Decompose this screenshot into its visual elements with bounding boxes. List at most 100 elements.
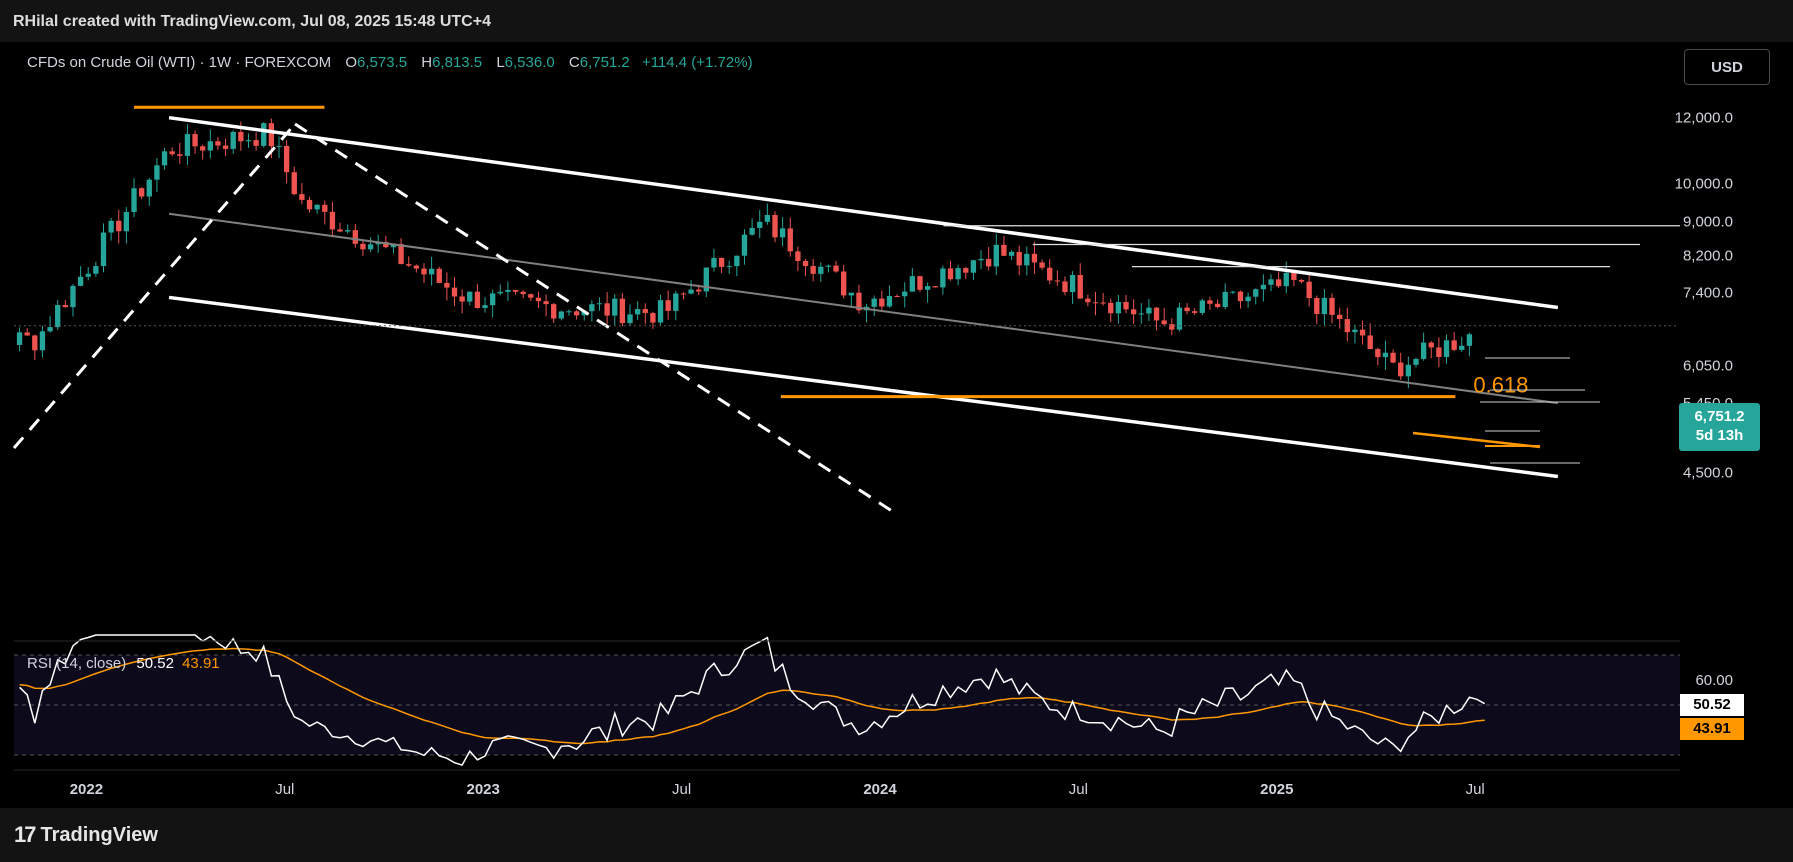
candle-body xyxy=(734,255,740,267)
candle-body xyxy=(253,140,259,146)
candle-body xyxy=(322,204,328,212)
open-label: O xyxy=(345,54,358,71)
high-value: 6,813.5 xyxy=(432,54,483,71)
close-label: C xyxy=(568,54,580,71)
candle-body xyxy=(47,327,53,332)
rsi-legend-ma-value: 43.91 xyxy=(182,655,220,672)
candle-body xyxy=(1115,301,1122,314)
candle-body xyxy=(665,300,671,311)
channel-upper-line xyxy=(168,115,1559,310)
candle-body xyxy=(1138,313,1144,315)
candle-body xyxy=(299,194,305,200)
candle-body xyxy=(718,257,725,267)
y-axis-tick-label: 9,000.0 xyxy=(1683,214,1733,231)
candle-body xyxy=(902,291,908,297)
candle-body xyxy=(1001,244,1007,256)
tradingview-logo-icon: 17 xyxy=(14,822,37,847)
candle-body xyxy=(421,268,427,275)
candles-group xyxy=(16,118,1473,389)
candle-body xyxy=(329,211,336,230)
tradingview-brand[interactable]: 17 TradingView xyxy=(14,822,158,848)
candle-body xyxy=(810,266,816,274)
candle-body xyxy=(818,266,824,274)
candle-body xyxy=(70,285,76,308)
candle-body xyxy=(222,145,229,149)
candle-body xyxy=(1459,345,1465,350)
candle-body xyxy=(573,311,580,316)
candle-body xyxy=(657,300,664,323)
candle-body xyxy=(108,220,114,233)
candle-body xyxy=(100,232,107,267)
candle-body xyxy=(612,298,618,316)
candle-body xyxy=(1436,347,1442,357)
candle-body xyxy=(642,309,648,314)
candle-body xyxy=(1024,253,1030,266)
candle-body xyxy=(62,305,69,308)
currency-button[interactable]: USD xyxy=(1684,49,1770,85)
candle-body xyxy=(215,141,221,146)
candle-body xyxy=(32,335,38,351)
candle-body xyxy=(398,243,404,265)
candle-body xyxy=(673,293,679,311)
x-axis-tick-label: 2023 xyxy=(467,781,500,798)
candle-body xyxy=(749,227,755,235)
candle-body xyxy=(757,221,763,228)
candle-body xyxy=(1260,284,1267,290)
candle-body xyxy=(1161,320,1167,325)
candle-body xyxy=(192,134,198,147)
channel-middle-line xyxy=(168,212,1559,405)
candle-body xyxy=(1390,352,1396,363)
candle-body xyxy=(55,305,61,328)
candle-body xyxy=(1359,329,1366,336)
candle-body xyxy=(367,244,374,250)
candle-body xyxy=(306,199,313,210)
candle-body xyxy=(703,267,709,292)
candle-body xyxy=(390,243,397,248)
candle-body xyxy=(39,331,46,351)
candle-body xyxy=(520,291,526,295)
candle-body xyxy=(1382,352,1389,358)
candle-body xyxy=(650,313,656,323)
rsi-legend: RSI (14, close) 50.52 43.91 xyxy=(27,655,220,672)
candle-body xyxy=(1367,335,1373,350)
candle-body xyxy=(779,228,786,238)
author-credit: RHilal created with TradingView.com, Jul… xyxy=(13,13,491,30)
candle-body xyxy=(1047,267,1053,281)
candle-body xyxy=(93,266,99,274)
candle-body xyxy=(970,260,977,273)
candle-body xyxy=(978,258,984,261)
candle-body xyxy=(436,268,442,283)
candle-body xyxy=(16,332,23,345)
candle-body xyxy=(1192,311,1198,313)
candle-body xyxy=(276,145,282,147)
candle-body xyxy=(1039,262,1045,268)
candle-body xyxy=(85,273,91,277)
candle-body xyxy=(772,215,778,238)
dashed-trendline xyxy=(294,122,896,515)
candle-body xyxy=(1405,364,1412,377)
candle-body xyxy=(688,289,694,294)
candle-body xyxy=(764,215,771,222)
candle-body xyxy=(711,257,717,268)
open-value: 6,573.5 xyxy=(357,54,408,71)
candle-body xyxy=(24,332,30,336)
candle-body xyxy=(200,146,206,151)
candle-body xyxy=(634,309,641,315)
candle-body xyxy=(802,260,809,267)
candle-body xyxy=(1428,342,1434,348)
candle-body xyxy=(825,265,832,267)
candle-body xyxy=(543,301,549,305)
rsi-title: RSI (14, close) xyxy=(27,655,127,672)
candle-body xyxy=(238,131,244,142)
top-bar: RHilal created with TradingView.com, Jul… xyxy=(0,0,1793,42)
candle-body xyxy=(1283,272,1289,287)
symbol-legend: CFDs on Crude Oil (WTI) · 1W · FOREXCOM … xyxy=(27,54,753,71)
y-axis-tick-label: 10,000.0 xyxy=(1675,176,1733,193)
candle-body xyxy=(566,311,572,313)
candle-body xyxy=(726,266,732,268)
candle-body xyxy=(940,268,946,288)
candle-body xyxy=(283,145,290,173)
candle-body xyxy=(1054,280,1061,282)
candle-body xyxy=(352,230,358,244)
